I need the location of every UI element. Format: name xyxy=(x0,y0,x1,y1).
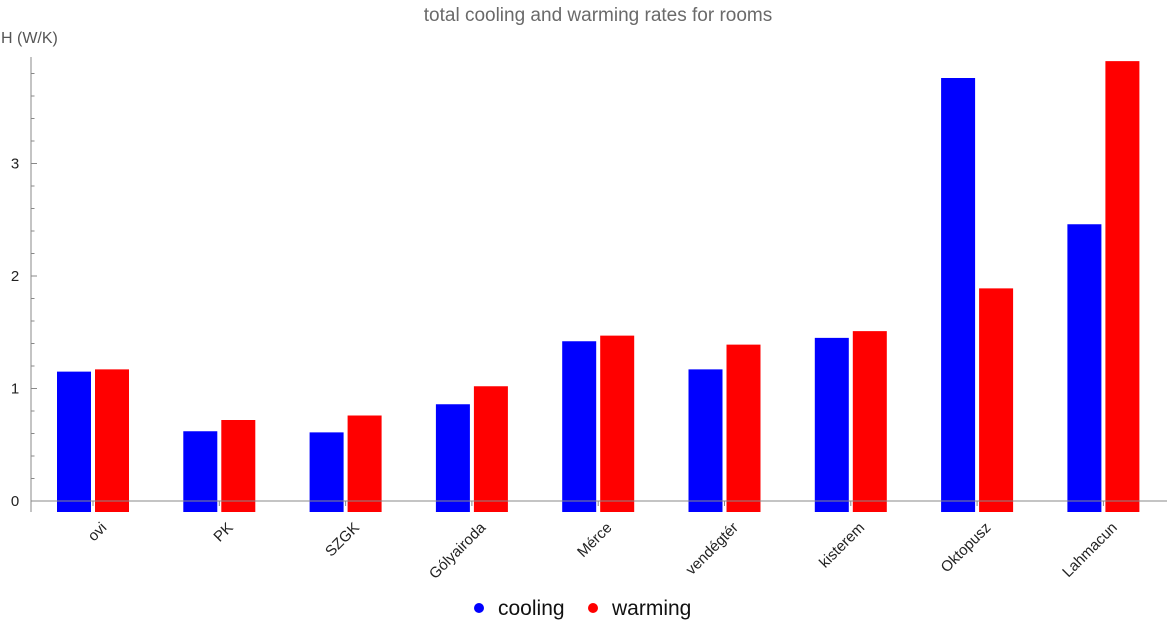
legend-label-cooling: cooling xyxy=(498,597,565,620)
legend-marker-cooling xyxy=(474,603,484,613)
bar-warming-8 xyxy=(1105,61,1140,512)
x-tick-label: SZGK xyxy=(322,519,363,560)
bar-cooling-1 xyxy=(183,431,218,512)
y-tick-label: 3 xyxy=(11,156,19,173)
x-tick-label: ovi xyxy=(85,519,111,545)
bar-warming-6 xyxy=(852,331,887,512)
x-tick-label: Lahmacun xyxy=(1059,519,1121,581)
bar-warming-4 xyxy=(600,335,635,512)
bar-cooling-8 xyxy=(1067,224,1102,512)
bars-group xyxy=(57,61,1140,512)
y-tick-label: 1 xyxy=(11,381,19,398)
chart-title: total cooling and warming rates for room… xyxy=(424,5,773,26)
x-tick-label: kisterem xyxy=(816,519,868,571)
x-tick-label: Oktopusz xyxy=(938,519,995,576)
x-tick-label: Gólyairoda xyxy=(426,519,490,583)
bar-warming-3 xyxy=(473,386,508,512)
x-tick-label: Mérce xyxy=(574,519,615,560)
x-tick-label: vendégtér xyxy=(683,519,742,578)
bar-warming-0 xyxy=(95,369,129,512)
bar-warming-1 xyxy=(221,420,256,512)
bar-warming-5 xyxy=(726,344,761,512)
y-tick-label: 0 xyxy=(11,493,19,510)
y-tick-label: 2 xyxy=(11,268,19,285)
legend-label-warming: warming xyxy=(611,597,691,620)
x-tick-label: PK xyxy=(210,519,236,545)
y-axis-label: H (W/K) xyxy=(1,30,58,47)
bar-cooling-5 xyxy=(688,369,723,512)
bar-warming-2 xyxy=(347,415,382,512)
bar-warming-7 xyxy=(979,288,1014,512)
legend: cooling warming xyxy=(474,597,691,620)
bar-cooling-3 xyxy=(435,404,470,512)
bar-cooling-6 xyxy=(814,337,849,512)
bar-cooling-4 xyxy=(562,341,597,512)
bar-cooling-7 xyxy=(941,78,976,512)
bar-cooling-2 xyxy=(309,432,344,512)
bar-cooling-0 xyxy=(57,371,91,512)
legend-marker-warming xyxy=(588,603,598,613)
